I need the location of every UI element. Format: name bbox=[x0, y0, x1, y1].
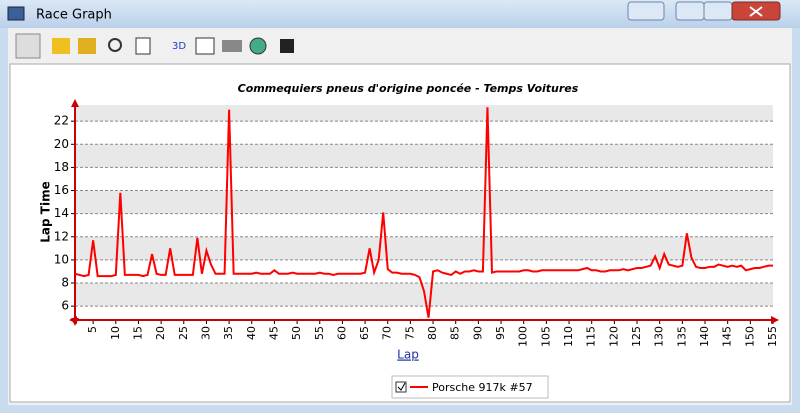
x-tick-label: 115 bbox=[585, 326, 598, 347]
x-tick-label: 70 bbox=[381, 326, 394, 340]
tool-3d[interactable]: 3D bbox=[172, 41, 186, 52]
tool-page[interactable] bbox=[135, 37, 151, 55]
y-tick-label: 12 bbox=[54, 229, 69, 243]
tool-palette[interactable] bbox=[249, 37, 267, 55]
y-tick-label: 18 bbox=[54, 160, 69, 174]
title-bar bbox=[0, 0, 800, 28]
y-tick-label: 14 bbox=[54, 206, 69, 220]
y-tick-label: 16 bbox=[54, 183, 69, 197]
x-tick-label: 15 bbox=[131, 326, 144, 340]
x-tick-label: 80 bbox=[426, 326, 439, 340]
grid-band bbox=[75, 105, 773, 122]
x-tick-label: 120 bbox=[607, 326, 620, 347]
restore-button[interactable] bbox=[627, 1, 665, 21]
x-tick-label: 95 bbox=[494, 326, 507, 340]
x-tick-label: 150 bbox=[743, 326, 756, 347]
x-tick-label: 60 bbox=[335, 326, 348, 340]
x-tick-label: 5 bbox=[86, 326, 99, 333]
x-tick-label: 55 bbox=[313, 326, 326, 340]
legend-check bbox=[397, 382, 406, 391]
tool-edit[interactable] bbox=[195, 37, 215, 55]
minimize-button[interactable] bbox=[675, 1, 705, 21]
x-tick-label: 100 bbox=[517, 326, 530, 347]
series-line bbox=[74, 107, 773, 318]
x-tick-label: 25 bbox=[177, 326, 190, 340]
grid-band bbox=[75, 144, 773, 168]
tool-zoom[interactable] bbox=[108, 38, 122, 52]
y-tick-label: 6 bbox=[61, 299, 69, 313]
x-axis-label: Lap bbox=[397, 348, 419, 362]
x-tick-label: 145 bbox=[721, 326, 734, 347]
window-title: Race Graph bbox=[36, 8, 112, 23]
y-tick-label: 20 bbox=[54, 137, 69, 151]
x-tick-label: 50 bbox=[290, 326, 303, 340]
chart-title: Commequiers pneus d'origine poncée - Tem… bbox=[238, 82, 579, 95]
tool-rotate[interactable] bbox=[52, 38, 70, 54]
y-tick-label: 8 bbox=[61, 276, 69, 290]
y-axis-label: Lap Time bbox=[39, 181, 53, 242]
tool-move[interactable] bbox=[78, 38, 96, 54]
x-tick-label: 155 bbox=[766, 326, 779, 347]
x-tick-label: 85 bbox=[449, 326, 462, 340]
tool-save[interactable] bbox=[280, 39, 294, 53]
legend-checkbox[interactable] bbox=[395, 381, 407, 393]
grid-band bbox=[75, 190, 773, 214]
x-tick-label: 20 bbox=[154, 326, 167, 340]
app-icon bbox=[7, 6, 25, 21]
x-tick-label: 105 bbox=[539, 326, 552, 347]
tool-print[interactable] bbox=[222, 40, 242, 52]
x-tick-label: 30 bbox=[199, 326, 212, 340]
tool-select[interactable] bbox=[15, 33, 41, 59]
grid-band bbox=[75, 236, 773, 260]
x-tick-label: 130 bbox=[653, 326, 666, 347]
x-tick-label: 90 bbox=[471, 326, 484, 340]
x-tick-label: 75 bbox=[403, 326, 416, 340]
x-tick-label: 10 bbox=[109, 326, 122, 340]
x-tick-label: 45 bbox=[267, 326, 280, 340]
legend bbox=[391, 375, 549, 399]
y-tick-label: 10 bbox=[54, 252, 69, 266]
plot: 6 8 10 12 14 16 18 20 22 5 10 15 20 25 30 35 40 45 50 55 60 6… bbox=[54, 99, 779, 347]
close-icon bbox=[749, 6, 763, 17]
x-tick-label: 40 bbox=[245, 326, 258, 340]
x-tick-label: 125 bbox=[630, 326, 643, 347]
x-tick-label: 65 bbox=[358, 326, 371, 340]
x-tick-label: 135 bbox=[675, 326, 688, 347]
x-tick-label: 110 bbox=[562, 326, 575, 347]
legend-label: Porsche 917k #57 bbox=[432, 381, 533, 394]
y-tick-label: 22 bbox=[54, 114, 69, 128]
x-tick-label: 35 bbox=[222, 326, 235, 340]
x-tick-label: 140 bbox=[698, 326, 711, 347]
maximize-button[interactable] bbox=[703, 1, 733, 21]
